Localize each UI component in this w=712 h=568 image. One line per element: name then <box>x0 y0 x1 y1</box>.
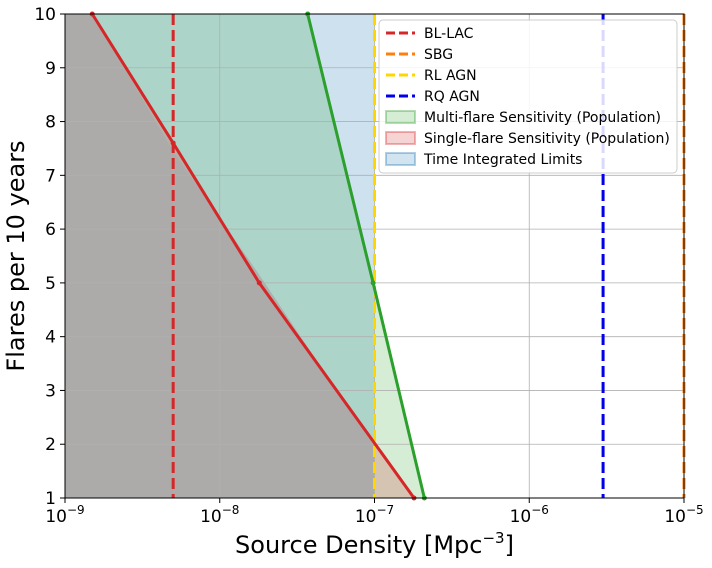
y-axis-label: Flares per 10 years <box>2 140 30 371</box>
x-axis-ticks: 10−9 10−8 10−7 10−6 10−5 <box>45 498 704 527</box>
x-tick-label: 10−6 <box>510 503 549 527</box>
filled-regions <box>65 14 425 498</box>
single-flare-curve-point <box>256 280 262 286</box>
legend-entry-label: SBG <box>424 47 453 63</box>
legend-entry-label: RL AGN <box>424 68 477 84</box>
single-flare-curve-point <box>170 140 176 146</box>
x-axis-label: Source Density [Mpc−3] <box>235 529 514 559</box>
y-tick-label: 8 <box>45 113 56 133</box>
y-tick-label: 4 <box>45 328 56 348</box>
x-tick-label: 10−7 <box>355 503 394 527</box>
single-flare-curve <box>90 13 416 499</box>
legend-entry-label: RQ AGN <box>424 89 480 105</box>
legend-entry-label: Multi-flare Sensitivity (Population) <box>424 110 661 126</box>
legend-entry-label: Single-flare Sensitivity (Population) <box>424 131 670 147</box>
x-tick-label: 10−5 <box>664 503 703 527</box>
sensitivity-curves <box>89 11 427 501</box>
y-tick-label: 10 <box>34 5 56 25</box>
multi-flare-curve-point <box>370 280 376 286</box>
y-tick-label: 2 <box>45 435 56 455</box>
y-tick-label: 6 <box>45 220 56 240</box>
legend-entry-label: Time Integrated Limits <box>423 152 582 168</box>
x-tick-label: 10−8 <box>200 503 239 527</box>
y-tick-label: 5 <box>45 274 56 294</box>
y-tick-label: 3 <box>45 381 56 401</box>
x-tick-label: 10−9 <box>45 503 84 527</box>
legend-entry-label: BL-LAC <box>424 26 474 42</box>
legend-swatch <box>385 110 416 124</box>
y-tick-label: 7 <box>45 166 56 186</box>
y-tick-label: 9 <box>45 59 56 79</box>
y-tick-label: 1 <box>45 489 56 509</box>
legend-swatch <box>385 152 416 166</box>
legend-box <box>378 19 678 174</box>
legend: BL-LAC SBG RL AGN RQ AGN Multi-flare Sensiti… <box>378 19 678 174</box>
legend-swatch <box>385 131 416 145</box>
y-axis-ticks: 1 2 3 4 5 6 7 8 9 10 <box>34 5 65 509</box>
